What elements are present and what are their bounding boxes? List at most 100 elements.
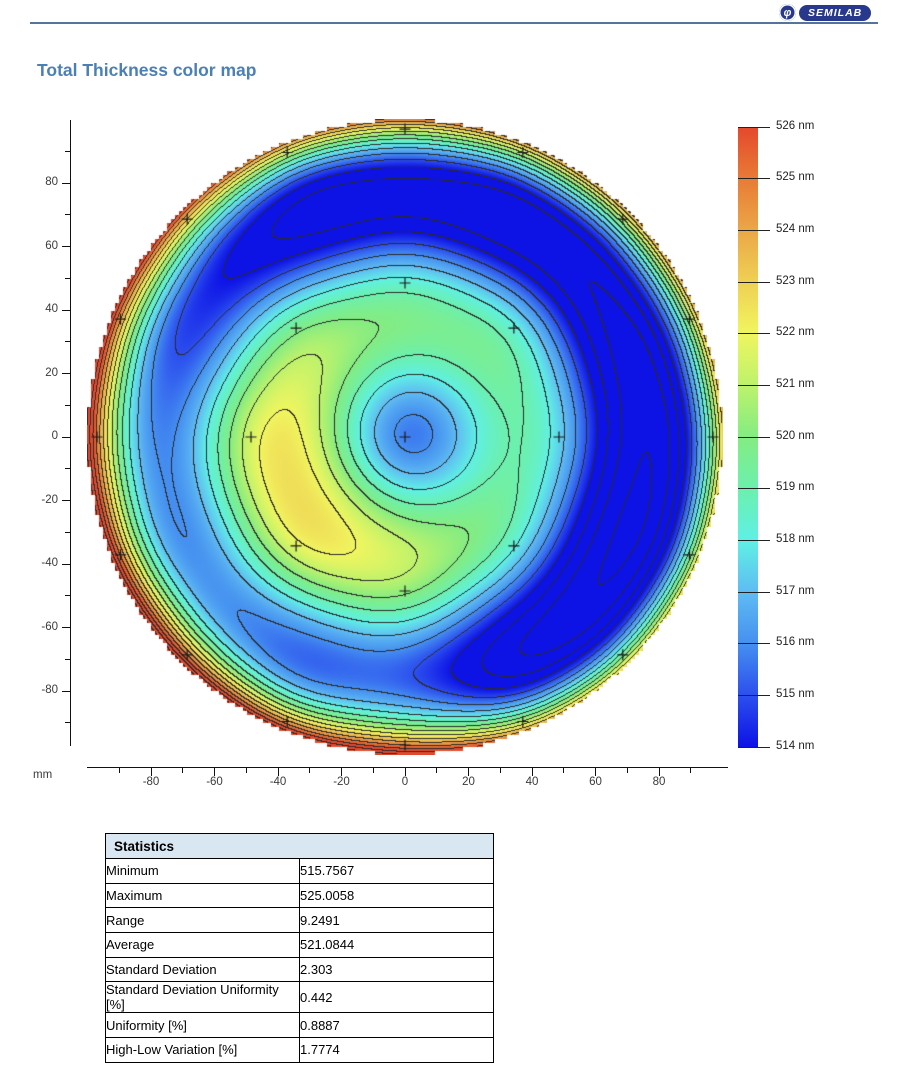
colorbar-tick [738, 333, 770, 335]
stat-value: 515.7567 [299, 858, 494, 884]
axis-unit-label: mm [33, 769, 53, 781]
x-minor-tick [245, 768, 247, 773]
x-axis-line [87, 767, 728, 768]
x-major-tick [277, 768, 279, 776]
colorbar-tick [738, 384, 770, 386]
stat-value: 521.0844 [299, 932, 494, 958]
y-minor-tick [65, 595, 70, 597]
header-rule [30, 22, 878, 24]
stat-value: 1.7774 [299, 1037, 494, 1063]
y-minor-tick [65, 658, 70, 660]
y-major-tick [62, 500, 70, 501]
stat-value: 2.303 [299, 956, 494, 983]
stat-label: Uniformity [%] [105, 1012, 300, 1039]
x-minor-tick [118, 768, 120, 773]
colorbar-tick-label: 525 nm [776, 171, 815, 184]
semilab-logo: φ SEMILAB [779, 4, 872, 21]
x-tick-label: -60 [206, 776, 223, 788]
x-minor-tick [563, 768, 565, 773]
statistics-table: Statistics Minimum 515.7567 Maximum 525.… [105, 833, 494, 1063]
stat-row-standard-deviation-uniformity: Standard Deviation Uniformity [%] 0.442 [105, 981, 494, 1014]
colorbar-tick-label: 514 nm [776, 739, 815, 752]
logo-wordmark-text: SEMILAB [808, 6, 863, 19]
colorbar-tick-label: 522 nm [776, 326, 815, 339]
colorbar-tick-label: 523 nm [776, 274, 815, 287]
x-major-tick [468, 768, 469, 776]
y-tick-label: 60 [45, 239, 58, 252]
colorbar-tick [738, 539, 770, 541]
colorbar-tick [738, 229, 770, 231]
x-major-tick [404, 768, 406, 776]
x-major-tick [658, 768, 660, 776]
colorbar-tick [738, 643, 770, 645]
y-major-tick [62, 563, 70, 565]
stat-row-minimum: Minimum 515.7567 [105, 858, 494, 884]
stat-label: Minimum [105, 858, 300, 884]
colorbar-tick-label: 518 nm [776, 532, 815, 545]
stat-value: 525.0058 [299, 882, 494, 909]
y-tick-label: 0 [51, 430, 58, 442]
colorbar-tick [738, 488, 770, 490]
y-major-tick [62, 182, 70, 184]
colorbar-tick-label: 521 nm [776, 377, 815, 390]
y-major-tick [62, 309, 70, 311]
stat-value: 0.442 [299, 981, 494, 1014]
x-tick-label: -80 [142, 776, 160, 788]
x-tick-label: 60 [589, 776, 602, 788]
stat-row-high-low-variation: High-Low Variation [%] 1.7774 [105, 1037, 494, 1063]
colorbar-tick-label: 516 nm [776, 636, 815, 649]
logo-phi-icon: φ [779, 4, 796, 21]
stat-value: 0.8887 [299, 1012, 494, 1039]
stat-row-range: Range 9.2491 [105, 907, 494, 934]
stat-label: Average [105, 932, 300, 958]
y-minor-tick [65, 150, 70, 152]
stat-label: Range [105, 907, 300, 934]
x-tick-label: 80 [652, 776, 666, 788]
x-tick-label: 40 [525, 776, 539, 788]
x-minor-tick [626, 768, 628, 773]
stat-value: 9.2491 [299, 907, 494, 934]
y-minor-tick [65, 277, 70, 279]
y-major-tick [62, 627, 70, 628]
x-minor-tick [499, 768, 501, 773]
stat-label: High-Low Variation [%] [105, 1037, 300, 1063]
stat-row-uniformity: Uniformity [%] 0.8887 [105, 1012, 494, 1039]
stat-label: Standard Deviation Uniformity [%] [105, 981, 300, 1014]
colorbar-tick [738, 126, 770, 128]
y-minor-tick [65, 341, 70, 343]
y-axis-line [70, 120, 71, 746]
y-tick-label: -20 [41, 493, 58, 506]
colorbar-tick-label: 526 nm [776, 119, 815, 132]
x-minor-tick [690, 768, 692, 773]
stat-label: Standard Deviation [105, 956, 300, 983]
colorbar-tick-label: 517 nm [776, 584, 815, 597]
colorbar-tick [738, 746, 770, 748]
y-tick-label: -80 [41, 684, 58, 696]
logo-wordmark: SEMILAB [799, 4, 872, 21]
y-tick-label: -60 [41, 620, 58, 633]
y-tick-label: 80 [45, 176, 58, 188]
colorbar-tick [738, 436, 770, 438]
y-major-tick [62, 373, 70, 374]
colorbar-tick-label: 515 nm [776, 687, 815, 700]
x-tick-label: 20 [462, 776, 475, 788]
colorbar-tick-label: 524 nm [776, 222, 815, 235]
x-tick-label: -40 [269, 776, 287, 788]
x-major-tick [341, 768, 342, 776]
x-minor-tick [372, 768, 374, 773]
colorbar-tick-label: 520 nm [776, 429, 815, 442]
y-major-tick [62, 436, 70, 438]
y-minor-tick [65, 722, 70, 724]
x-minor-tick [309, 768, 311, 773]
colorbar-tick [738, 591, 770, 593]
logo-phi-glyph: φ [783, 6, 792, 19]
x-minor-tick [182, 768, 184, 773]
x-major-tick [214, 768, 215, 776]
y-minor-tick [65, 404, 70, 406]
stat-row-maximum: Maximum 525.0058 [105, 882, 494, 909]
x-major-tick [595, 768, 596, 776]
y-major-tick [62, 690, 70, 692]
x-tick-label: 0 [401, 776, 409, 788]
x-tick-label: -20 [333, 776, 350, 788]
